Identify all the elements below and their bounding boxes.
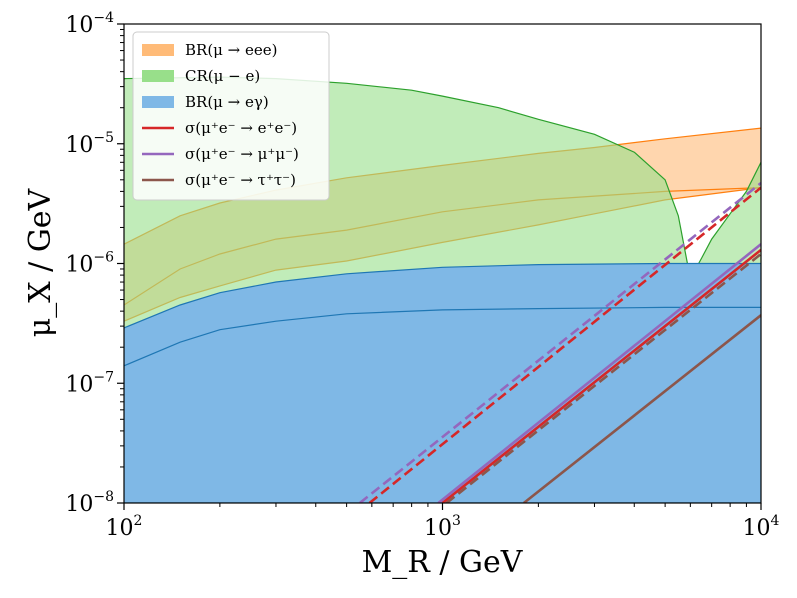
legend-swatch-2 (142, 96, 174, 108)
y-tick-label-0: 10−8 (65, 489, 114, 517)
y-tick-label-3: 10−5 (65, 130, 114, 158)
series-line-e-e-e-solid-0 (441, 248, 761, 503)
legend-swatch-1 (142, 70, 174, 82)
series-line-e-dashed-5 (445, 252, 761, 503)
regions-layer (124, 76, 761, 503)
legend-label-1: CR(μ − e) (185, 67, 260, 85)
x-tick-label-2: 104 (743, 513, 780, 541)
y-tick-label-2: 10−6 (65, 250, 114, 278)
series-line-e-dashed-3 (358, 181, 761, 503)
x-tick-label-0: 102 (106, 513, 143, 541)
x-tick-label-1: 103 (424, 513, 461, 541)
region-br-e-2-contour-0 (124, 306, 761, 367)
legend-label-5: σ(μ⁺e⁻ → τ⁺τ⁻) (185, 171, 296, 189)
x-axis-label: M_R / GeV (362, 545, 524, 580)
series-line-e-e-e-dashed-1 (368, 186, 761, 503)
legend-label-3: σ(μ⁺e⁻ → e⁺e⁻) (185, 119, 297, 137)
legend-label-2: BR(μ → eγ) (185, 93, 269, 111)
series-layer (358, 181, 761, 503)
y-tick-label-1: 10−7 (65, 369, 114, 397)
legend-label-4: σ(μ⁺e⁻ → μ⁺μ⁻) (185, 145, 299, 163)
region-br-e-2-fill (124, 263, 761, 503)
legend-box (132, 31, 330, 201)
region-cr-e-1-upper-edge (124, 76, 761, 281)
legend: BR(μ → eee) CR(μ − e) BR(μ → eγ) σ(μ⁺e⁻ → e… (132, 31, 330, 201)
legend-label-0: BR(μ → eee) (185, 41, 278, 59)
series-line-e-solid-2 (437, 243, 761, 503)
region-br-e-2-upper-edge (124, 262, 761, 329)
series-line-e-solid-4 (522, 314, 761, 503)
legend-swatch-0 (142, 44, 174, 56)
y-axis-label: μ_X / GeV (23, 187, 58, 337)
y-tick-label-4: 10−4 (65, 10, 114, 38)
